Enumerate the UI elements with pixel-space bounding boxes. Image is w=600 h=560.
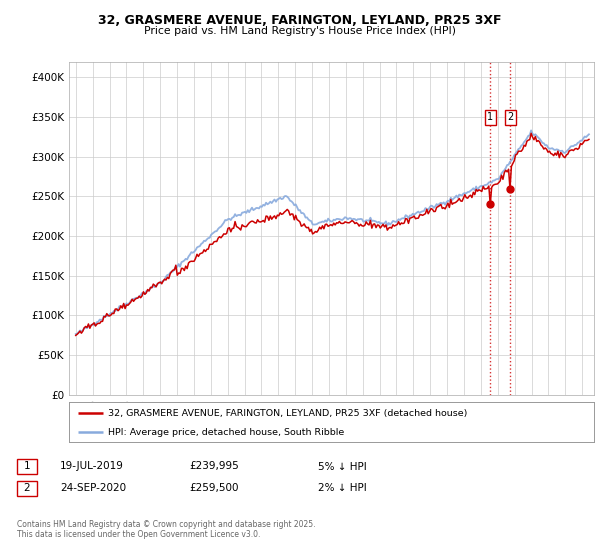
Text: Price paid vs. HM Land Registry's House Price Index (HPI): Price paid vs. HM Land Registry's House …: [144, 26, 456, 36]
Text: 5% ↓ HPI: 5% ↓ HPI: [318, 461, 367, 472]
Text: 32, GRASMERE AVENUE, FARINGTON, LEYLAND, PR25 3XF: 32, GRASMERE AVENUE, FARINGTON, LEYLAND,…: [98, 14, 502, 27]
Text: £239,995: £239,995: [189, 461, 239, 472]
Text: 2% ↓ HPI: 2% ↓ HPI: [318, 483, 367, 493]
Text: 2: 2: [507, 112, 513, 122]
Text: 1: 1: [487, 112, 493, 122]
Text: 32, GRASMERE AVENUE, FARINGTON, LEYLAND, PR25 3XF (detached house): 32, GRASMERE AVENUE, FARINGTON, LEYLAND,…: [109, 409, 468, 418]
Text: Contains HM Land Registry data © Crown copyright and database right 2025.
This d: Contains HM Land Registry data © Crown c…: [17, 520, 316, 539]
Text: £259,500: £259,500: [189, 483, 239, 493]
Text: 19-JUL-2019: 19-JUL-2019: [60, 461, 124, 472]
Text: 1: 1: [23, 461, 30, 472]
Text: HPI: Average price, detached house, South Ribble: HPI: Average price, detached house, Sout…: [109, 428, 344, 437]
Text: 2: 2: [23, 483, 30, 493]
Text: 24-SEP-2020: 24-SEP-2020: [60, 483, 126, 493]
